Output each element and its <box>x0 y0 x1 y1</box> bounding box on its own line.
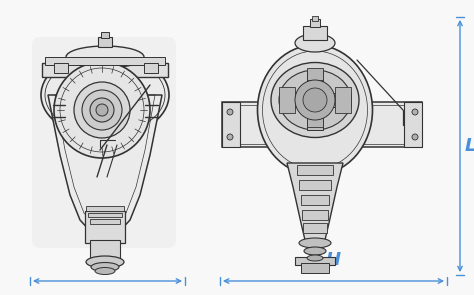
Circle shape <box>227 134 233 140</box>
Circle shape <box>54 62 150 158</box>
Bar <box>85 211 125 243</box>
Circle shape <box>412 109 418 115</box>
Bar <box>295 257 335 265</box>
Polygon shape <box>279 93 351 107</box>
Circle shape <box>303 88 327 112</box>
Bar <box>299 180 331 190</box>
Bar <box>222 102 422 147</box>
Bar <box>301 263 329 273</box>
Bar <box>90 240 120 260</box>
Circle shape <box>82 90 122 130</box>
Text: H: H <box>326 251 341 269</box>
Polygon shape <box>48 95 162 237</box>
Polygon shape <box>307 70 323 130</box>
Circle shape <box>74 82 130 138</box>
Bar <box>45 57 165 65</box>
FancyBboxPatch shape <box>32 37 176 248</box>
Bar <box>88 213 122 217</box>
Circle shape <box>227 109 233 115</box>
Ellipse shape <box>299 238 331 248</box>
Bar <box>303 26 327 40</box>
Circle shape <box>295 80 335 120</box>
Polygon shape <box>287 163 343 240</box>
Text: B: B <box>100 251 114 269</box>
Bar <box>297 165 333 175</box>
Ellipse shape <box>86 256 124 268</box>
Bar <box>101 32 109 38</box>
Bar <box>310 19 320 27</box>
Bar <box>98 37 112 47</box>
Ellipse shape <box>257 45 373 175</box>
Bar <box>404 102 422 147</box>
Bar <box>301 195 329 205</box>
Bar <box>335 87 351 113</box>
Ellipse shape <box>307 255 323 261</box>
Bar <box>90 219 120 224</box>
Ellipse shape <box>41 53 169 137</box>
Bar <box>307 115 323 127</box>
Bar <box>144 63 158 73</box>
Text: L: L <box>464 137 474 155</box>
Bar <box>42 63 168 77</box>
Ellipse shape <box>279 70 351 130</box>
Bar <box>302 210 328 220</box>
Bar <box>279 87 295 113</box>
Bar <box>222 102 240 147</box>
Bar <box>54 63 68 73</box>
Ellipse shape <box>66 46 144 68</box>
Circle shape <box>96 104 108 116</box>
Bar <box>222 105 422 144</box>
Bar <box>86 206 124 211</box>
Circle shape <box>412 134 418 140</box>
Circle shape <box>90 98 114 122</box>
Bar <box>303 223 327 233</box>
Ellipse shape <box>304 247 326 255</box>
Ellipse shape <box>271 63 359 137</box>
Bar <box>307 68 323 80</box>
Ellipse shape <box>295 34 335 52</box>
Ellipse shape <box>95 268 115 275</box>
Bar <box>312 16 318 21</box>
Ellipse shape <box>91 263 119 271</box>
